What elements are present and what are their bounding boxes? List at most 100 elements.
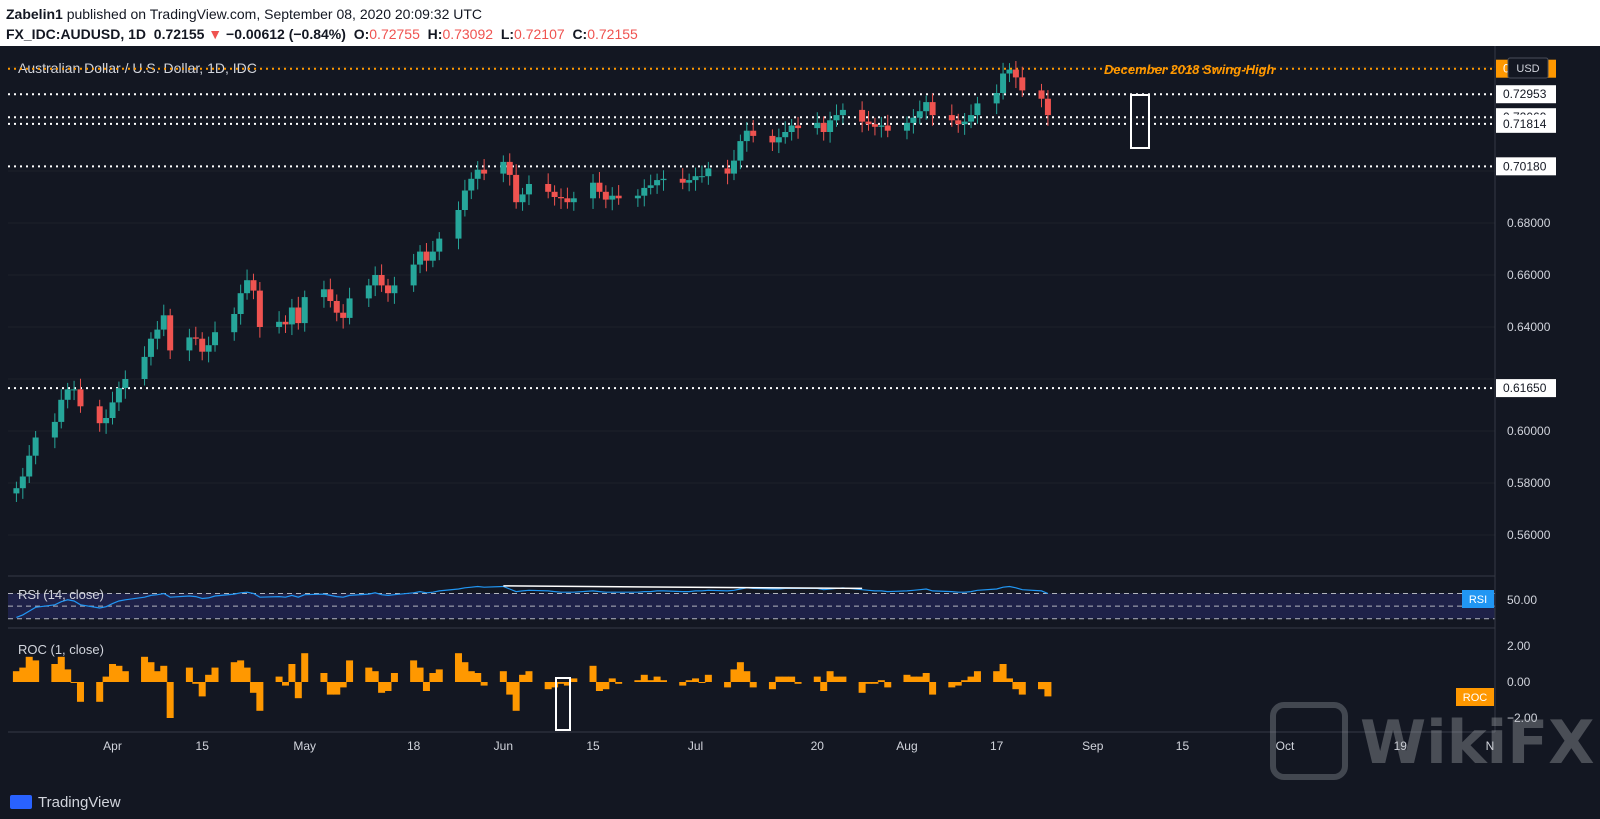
candle-body bbox=[769, 135, 776, 143]
candle-body bbox=[340, 312, 347, 318]
price-tick-label: 0.64000 bbox=[1507, 320, 1551, 334]
roc-bar bbox=[1012, 682, 1020, 690]
candle-body bbox=[109, 402, 116, 418]
publish-info: Zabelin1 published on TradingView.com, S… bbox=[6, 6, 482, 22]
roc-bar bbox=[743, 671, 751, 682]
roc-bar bbox=[916, 676, 924, 682]
price-tick-label: 0.66000 bbox=[1507, 268, 1551, 282]
roc-bar bbox=[422, 682, 430, 691]
candle-body bbox=[878, 125, 885, 127]
roc-bar bbox=[410, 660, 418, 682]
roc-bar bbox=[294, 682, 302, 699]
rsi-label: RSI (14, close) bbox=[18, 587, 104, 602]
roc-bar bbox=[275, 676, 283, 682]
tradingview-icon bbox=[10, 795, 32, 809]
roc-bar bbox=[185, 667, 193, 682]
tradingview-logo[interactable]: TradingView bbox=[10, 794, 121, 811]
candle-body bbox=[506, 161, 513, 175]
open-value: 0.72755 bbox=[369, 26, 420, 42]
candle-body bbox=[327, 289, 334, 301]
level-price-label: 0.72953 bbox=[1503, 87, 1547, 101]
roc-bar bbox=[429, 673, 437, 682]
close-label: C: bbox=[572, 26, 588, 42]
roc-bar bbox=[730, 669, 738, 682]
roc-pane: 2.00 0.00 −2.00 bbox=[12, 639, 1538, 725]
roc-bar bbox=[76, 682, 84, 702]
high-value: 0.73092 bbox=[442, 26, 494, 42]
candle-body bbox=[775, 137, 782, 143]
roc-bar bbox=[390, 673, 398, 682]
roc-bar bbox=[121, 671, 129, 682]
candle-body bbox=[923, 102, 930, 112]
candle-body bbox=[750, 130, 757, 136]
author-name[interactable]: Zabelin1 bbox=[6, 6, 63, 22]
price-chart[interactable]: Australian Dollar / U.S. Dollar, 1D, IDC… bbox=[0, 46, 1600, 785]
price-tick-label: 0.58000 bbox=[1507, 476, 1551, 490]
price-tick-label: 0.68000 bbox=[1507, 216, 1551, 230]
candle-body bbox=[968, 115, 975, 122]
publish-header: Zabelin1 published on TradingView.com, S… bbox=[0, 0, 1600, 46]
candle-body bbox=[641, 187, 648, 196]
roc-bar bbox=[602, 682, 610, 690]
roc-bar bbox=[166, 682, 174, 718]
roc-bar bbox=[160, 665, 168, 682]
roc-bar bbox=[948, 682, 956, 688]
level-price-tag bbox=[1496, 114, 1556, 133]
roc-badge-label: ROC bbox=[1463, 692, 1488, 704]
roc-bar bbox=[922, 673, 930, 682]
roc-bar bbox=[454, 653, 462, 682]
rsi-line bbox=[16, 585, 1049, 618]
currency-badge bbox=[1507, 57, 1549, 79]
roc-bar bbox=[615, 682, 623, 684]
roc-tick-label: −2.00 bbox=[1507, 711, 1538, 725]
chart-title: Australian Dollar / U.S. Dollar, 1D, IDC bbox=[18, 60, 257, 76]
candle-body bbox=[525, 184, 532, 195]
candle-body bbox=[32, 437, 39, 456]
candle-body bbox=[51, 421, 58, 438]
roc-bar bbox=[32, 660, 40, 682]
roc-bar bbox=[346, 660, 354, 682]
candle-body bbox=[455, 210, 462, 239]
time-tick-label: Oct bbox=[1276, 739, 1295, 753]
candle-body bbox=[814, 122, 821, 129]
footer-bar bbox=[0, 785, 1600, 819]
candle-body bbox=[71, 389, 78, 391]
level-price-label: 0.70180 bbox=[1503, 159, 1547, 173]
roc-bar bbox=[64, 669, 72, 682]
roc-bar bbox=[954, 682, 962, 686]
candle-body bbox=[276, 321, 283, 327]
roc-bar bbox=[820, 682, 828, 691]
candle-body bbox=[596, 182, 603, 192]
candle-body bbox=[634, 195, 641, 199]
candle-body bbox=[474, 169, 481, 179]
roc-bar bbox=[249, 682, 257, 693]
roc-bar bbox=[461, 662, 469, 682]
candle-body bbox=[423, 251, 430, 261]
roc-bar bbox=[288, 664, 296, 682]
candle-body bbox=[910, 117, 917, 123]
candle-body bbox=[500, 161, 507, 174]
open-label: O: bbox=[353, 26, 370, 42]
down-arrow-icon: ▼ bbox=[208, 26, 223, 42]
time-tick-label: Aug bbox=[896, 739, 917, 753]
roc-bar bbox=[506, 682, 514, 695]
level-price-tag bbox=[1496, 379, 1556, 398]
roc-bar bbox=[51, 664, 59, 682]
roc-bar bbox=[679, 682, 687, 686]
highlight-box-price bbox=[1130, 94, 1150, 149]
roc-bar bbox=[570, 678, 578, 682]
candle-body bbox=[615, 195, 622, 199]
time-tick-label: Jun bbox=[494, 739, 513, 753]
candle-body bbox=[865, 121, 872, 125]
candle-body bbox=[795, 125, 802, 129]
candle-body bbox=[320, 289, 327, 298]
roc-bar bbox=[813, 676, 821, 682]
roc-bar bbox=[512, 682, 520, 711]
candle-body bbox=[365, 285, 372, 299]
roc-bar bbox=[243, 667, 251, 682]
candle-body bbox=[513, 174, 520, 203]
roc-bar bbox=[256, 682, 264, 711]
horizontal-levels bbox=[8, 67, 1495, 390]
low-label: L: bbox=[500, 26, 515, 42]
candle-body bbox=[58, 399, 65, 422]
